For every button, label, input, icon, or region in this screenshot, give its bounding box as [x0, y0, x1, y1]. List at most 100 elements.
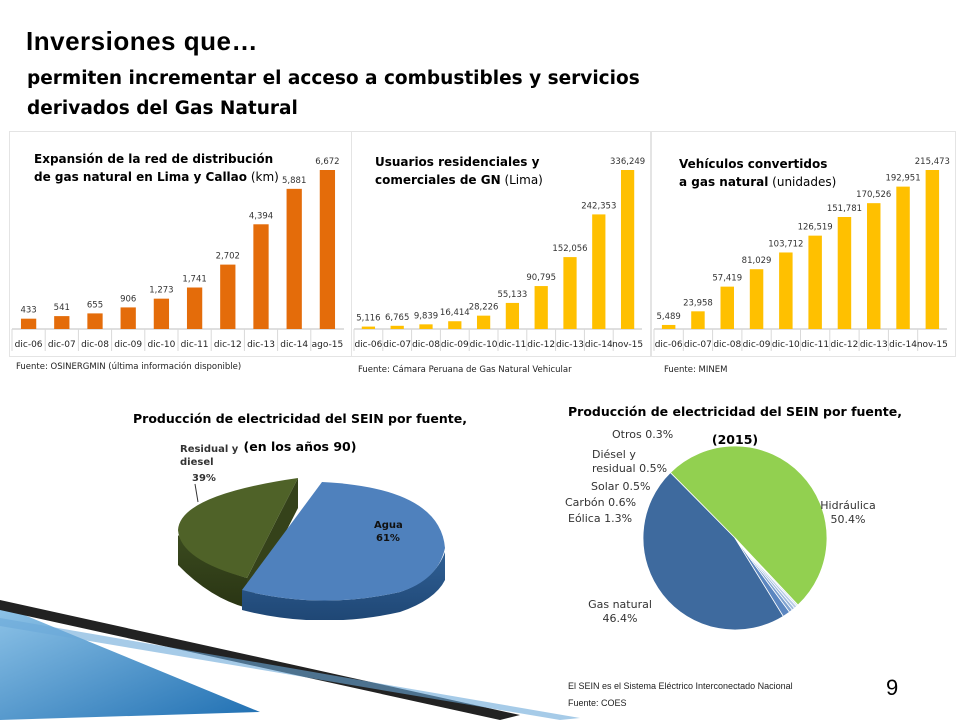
source-vehiculos: Fuente: MINEM — [664, 365, 728, 375]
pie-chart-90s: Residual y diesel 39% Agua 61% — [178, 444, 445, 620]
bar-value-label: 2,702 — [216, 252, 240, 262]
pie-2015-title-line2: (2015) — [711, 432, 759, 447]
pie-2015-label: residual 0.5% — [592, 462, 667, 475]
bar-dic-13 — [563, 257, 577, 329]
bar-dic-11 — [808, 235, 822, 329]
bar-value-label: 170,526 — [856, 190, 891, 200]
chart-title-vehiculos: Vehículos convertidos a gas natural (uni… — [679, 155, 839, 191]
pie-90s-label-agua-pct: 61% — [376, 533, 400, 544]
x-tick-label: dic-11 — [181, 340, 209, 350]
chart-title-red-unit: (km) — [247, 170, 279, 184]
chart-title-red-bold: Expansión de la red de distribución de g… — [34, 152, 274, 184]
pie-2015-label: Hidráulica — [820, 499, 875, 512]
x-tick-label: dic-06 — [15, 340, 43, 350]
bar-value-label: 5,116 — [356, 314, 380, 324]
pie-90s-slice-agua-side — [242, 552, 445, 620]
pie-2015-label: Eólica 1.3% — [568, 512, 632, 525]
x-tick-label: dic-10 — [772, 340, 800, 350]
x-tick-label: dic-06 — [655, 340, 683, 350]
bar-dic-08 — [720, 286, 734, 329]
pie-90s-leader-line — [194, 483, 199, 503]
pie-2015-slice-otros — [734, 537, 799, 607]
page-title: Inversiones que… — [26, 26, 258, 56]
bar-dic-07 — [54, 316, 70, 329]
bar-value-label: 90,795 — [526, 273, 556, 283]
bar-dic-07 — [691, 311, 705, 329]
bar-value-label: 1,273 — [149, 286, 173, 296]
bar-dic-12 — [220, 264, 236, 329]
bar-dic-13 — [253, 224, 269, 329]
pie-90s-title: Producción de electricidad del SEIN por … — [120, 405, 480, 461]
x-tick-label: dic-08 — [713, 340, 741, 350]
bar-value-label: 5,489 — [656, 312, 680, 322]
bar-dic-09 — [448, 321, 462, 329]
bar-dic-14 — [896, 186, 910, 329]
bar-dic-14 — [592, 214, 606, 329]
pie-2015-label: Gas natural — [588, 598, 652, 611]
bar-dic-13 — [867, 203, 881, 329]
bar-dic-06 — [361, 326, 376, 329]
x-tick-label: dic-06 — [354, 340, 382, 350]
pie-2015-label: 50.4% — [831, 513, 866, 526]
x-tick-label: dic-10 — [470, 340, 498, 350]
source-usuarios: Fuente: Cámara Peruana de Gas Natural Ve… — [358, 365, 572, 375]
page-subtitle: permiten incrementar el acceso a combust… — [27, 68, 640, 119]
bar-nov-15 — [620, 170, 635, 329]
footnote-sein: El SEIN es el Sistema Eléctrico Intercon… — [568, 681, 793, 691]
pie-90s-label-agua-name: Agua — [374, 520, 403, 531]
bar-dic-09 — [749, 269, 764, 329]
bar-value-label: 336,249 — [610, 157, 645, 167]
bar-dic-11 — [186, 287, 203, 329]
x-tick-label: dic-13 — [247, 340, 275, 350]
pie-2015-label: Diésel y — [592, 448, 636, 461]
x-tick-label: dic-14 — [585, 340, 613, 350]
x-tick-label: dic-08 — [81, 340, 109, 350]
x-tick-label: dic-07 — [48, 340, 76, 350]
bar-dic-12 — [837, 216, 852, 329]
pie-2015-label: Carbón 0.6% — [565, 496, 636, 509]
pie-90s-slice-residual — [178, 478, 298, 578]
bar-dic-11 — [505, 302, 520, 329]
x-tick-label: dic-09 — [441, 340, 469, 350]
chart-title-vehiculos-unit: (unidades) — [768, 175, 837, 189]
x-tick-label: dic-14 — [889, 340, 917, 350]
pie-2015-slice-hidráulica — [669, 445, 828, 606]
x-tick-label: dic-12 — [214, 340, 242, 350]
bar-nov-15 — [925, 170, 940, 329]
bar-value-label: 152,056 — [552, 244, 587, 254]
bar-value-label: 151,781 — [827, 204, 862, 214]
bar-value-label: 28,226 — [469, 303, 499, 313]
x-tick-label: dic-13 — [860, 340, 888, 350]
pie-2015-label: Otros 0.3% — [612, 428, 673, 441]
bar-value-label: 81,029 — [742, 256, 772, 266]
chart-title-vehiculos-bold: Vehículos convertidos a gas natural — [679, 157, 828, 189]
bar-dic-09 — [120, 307, 136, 329]
pie-2015-slice-gas-natural — [642, 471, 784, 631]
pie-90s-title-line1: Producción de electricidad del SEIN por … — [133, 411, 467, 426]
bar-chart-vehiculos: 5,489 dic-06 23,958 dic-07 57,419 dic-08 81,02… — [653, 157, 950, 351]
x-tick-label: dic-12 — [831, 340, 859, 350]
bar-value-label: 5,881 — [282, 176, 306, 186]
pie-90s-title-line2: (en los años 90) — [243, 439, 357, 454]
bar-value-label: 6,765 — [385, 313, 409, 323]
x-tick-label: nov-15 — [612, 340, 643, 350]
bar-dic-06 — [20, 318, 37, 329]
bar-value-label: 215,473 — [915, 157, 950, 167]
x-tick-label: dic-07 — [383, 340, 411, 350]
pie-2015-label: Solar 0.5% — [591, 480, 650, 493]
pie-2015-title: Producción de electricidad del SEIN por … — [555, 398, 915, 454]
bar-value-label: 55,133 — [498, 290, 528, 300]
bar-value-label: 6,672 — [315, 157, 339, 167]
pie-90s-label-residual-name-2: diesel — [180, 457, 214, 468]
bar-value-label: 192,951 — [885, 174, 920, 184]
bar-value-label: 4,394 — [249, 211, 273, 221]
chart-title-usuarios-unit: (Lima) — [500, 173, 543, 187]
x-tick-label: dic-09 — [743, 340, 771, 350]
bar-value-label: 242,353 — [581, 201, 616, 211]
pie-2015-label: 46.4% — [603, 612, 638, 625]
bar-value-label: 1,741 — [182, 275, 206, 285]
x-tick-label: dic-10 — [147, 340, 175, 350]
bar-chart-red-distribucion: 433 dic-06 541 dic-07 655 dic-08 906 dic-09 1,27… — [11, 157, 344, 351]
chart-title-usuarios-bold: Usuarios residenciales y comerciales de … — [375, 155, 540, 187]
